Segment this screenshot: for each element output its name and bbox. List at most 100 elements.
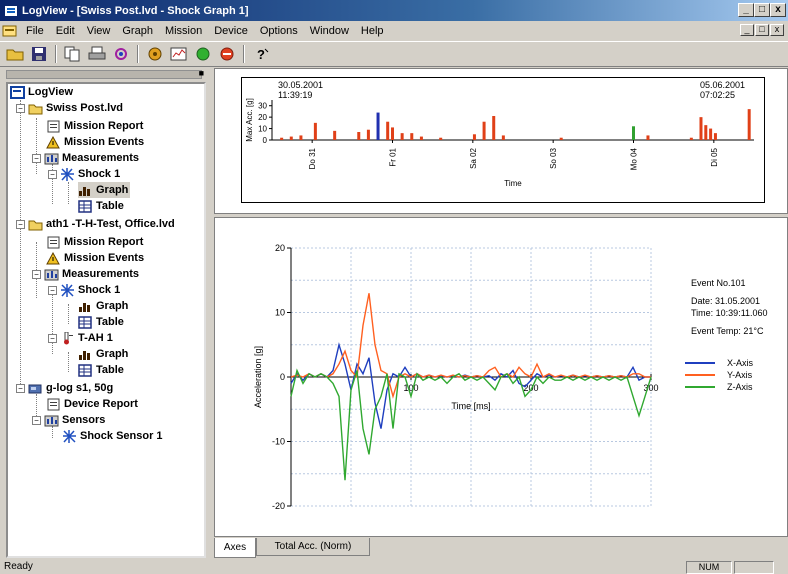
copy-icon[interactable] — [62, 43, 84, 65]
tree-item-graph-selected[interactable]: Graph — [78, 182, 131, 198]
tree-item-mission-report[interactable]: Mission Report — [46, 118, 143, 134]
bar-graph-icon — [78, 348, 93, 361]
tab-axes[interactable]: Axes — [214, 538, 256, 558]
tree-label: Shock 1 — [78, 168, 121, 180]
legend-label-x-axis: X-Axis — [727, 358, 754, 368]
tree-label: Measurements — [62, 268, 140, 280]
tree-pane-close-icon[interactable]: ■ — [198, 68, 204, 78]
tree-pane-header[interactable] — [6, 70, 202, 79]
tree-file-ath1[interactable]: − ath1 -T-H-Test, Office.lvd — [16, 216, 175, 232]
mdi-restore-button[interactable]: □ — [755, 24, 769, 36]
logview-app-icon — [4, 4, 18, 17]
mdi-close-button[interactable]: x — [770, 24, 784, 36]
help-icon[interactable]: ? — [250, 43, 272, 65]
series-line-z-axis — [290, 368, 652, 481]
print-icon[interactable] — [86, 43, 108, 65]
collapse-icon[interactable]: − — [16, 219, 25, 229]
maximize-button[interactable]: □ — [754, 3, 770, 17]
table-icon — [78, 363, 93, 377]
collapse-icon[interactable]: − — [16, 103, 25, 113]
tree-item-table[interactable]: Table — [78, 362, 124, 378]
tree-item-mission-report[interactable]: Mission Report — [46, 234, 143, 250]
tree-label: Graph — [96, 300, 129, 312]
collapse-icon[interactable]: − — [32, 153, 41, 163]
tree-root[interactable]: LogView — [10, 84, 73, 100]
collapse-icon[interactable]: − — [32, 269, 41, 279]
overview-chart[interactable]: 0 10 20 30 Do 31 Fr 01 Sa 02 So 03 Mo 04 Di 05 Tim… — [241, 77, 765, 203]
tree-item-device-report[interactable]: Device Report — [46, 396, 138, 412]
overview-start-time: 11:39:19 — [278, 90, 313, 100]
tree-device-g-log[interactable]: − g-log s1, 50g — [16, 380, 113, 396]
tree-item-measurements[interactable]: − Measurements — [32, 150, 139, 166]
y-tick-label: 10 — [275, 308, 285, 318]
collapse-icon[interactable]: − — [48, 333, 57, 343]
overview-end-time: 07:02:25 — [700, 90, 736, 100]
menu-options[interactable]: Options — [259, 25, 298, 37]
green-circle-icon[interactable] — [192, 43, 214, 65]
close-button[interactable]: x — [770, 3, 786, 17]
overview-y-tick-label: 20 — [258, 113, 267, 122]
collapse-icon[interactable]: − — [48, 169, 57, 179]
x-axis-label: Time [ms] — [451, 401, 490, 411]
collapse-icon[interactable]: − — [32, 415, 41, 425]
tool-icon[interactable] — [110, 43, 132, 65]
overview-bar — [689, 137, 693, 140]
tree-item-table[interactable]: Table — [78, 314, 124, 330]
menu-mission[interactable]: Mission — [164, 25, 203, 37]
tab-total-acc[interactable]: Total Acc. (Norm) — [256, 538, 370, 556]
red-circle-icon[interactable] — [216, 43, 238, 65]
tree-item-measurements[interactable]: − Measurements — [32, 266, 139, 282]
minimize-button[interactable]: _ — [738, 3, 754, 17]
menu-view[interactable]: View — [86, 25, 111, 37]
tree-item-shock-1[interactable]: − Shock 1 — [48, 282, 120, 298]
collapse-icon[interactable]: − — [48, 285, 57, 295]
menu-edit[interactable]: Edit — [55, 25, 75, 37]
collapse-icon[interactable]: − — [16, 383, 25, 393]
sensors-icon — [44, 414, 59, 427]
save-icon[interactable] — [28, 43, 50, 65]
menu-device[interactable]: Device — [214, 25, 248, 37]
open-folder-icon[interactable] — [4, 43, 26, 65]
shock-icon — [60, 167, 75, 181]
pane-splitter[interactable] — [208, 68, 214, 560]
tree-label: Mission Report — [64, 120, 144, 132]
overview-y-label: Max Acc. [g] — [245, 98, 254, 142]
menu-file[interactable]: File — [26, 25, 44, 37]
tree-item-mission-events[interactable]: Mission Events — [46, 134, 144, 150]
tree-item-shock-1[interactable]: − Shock 1 — [48, 166, 120, 182]
bar-graph-icon — [78, 184, 93, 197]
tree-item-t-ah-1[interactable]: − T-AH 1 — [48, 330, 113, 346]
x-tick-label: 200 — [523, 383, 538, 393]
overview-day-label: Sa 02 — [469, 147, 478, 168]
x-tick-label: 100 — [403, 383, 418, 393]
document-icon[interactable] — [2, 24, 18, 38]
legend-label-y-axis: Y-Axis — [727, 370, 753, 380]
tree-item-graph[interactable]: Graph — [78, 346, 128, 362]
overview-bar — [400, 133, 404, 140]
overview-chart-svg: 0 10 20 30 Do 31 Fr 01 Sa 02 So 03 Mo 04 Di 05 Tim… — [245, 98, 754, 188]
overview-bar — [419, 136, 423, 140]
table-icon — [78, 199, 93, 213]
overview-bar — [366, 129, 370, 140]
tree-item-graph[interactable]: Graph — [78, 298, 128, 314]
tree-item-sensors[interactable]: − Sensors — [32, 412, 105, 428]
title-bar[interactable]: LogView - [Swiss Post.lvd - Shock Graph … — [0, 0, 788, 21]
tree-file-swiss-post[interactable]: − Swiss Post.lvd — [16, 100, 123, 116]
status-bar: Ready NUM — [0, 561, 788, 574]
target-icon[interactable] — [144, 43, 166, 65]
mdi-minimize-button[interactable]: _ — [740, 24, 754, 36]
tree-item-table[interactable]: Table — [78, 198, 124, 214]
tree-item-mission-events[interactable]: Mission Events — [46, 250, 144, 266]
graph-icon[interactable] — [168, 43, 190, 65]
overview-x-label: Time — [504, 179, 522, 188]
graph-pane: 0 10 20 30 Do 31 Fr 01 Sa 02 So 03 Mo 04 Di 05 Tim… — [214, 68, 788, 560]
menu-graph[interactable]: Graph — [122, 25, 153, 37]
table-icon — [78, 315, 93, 329]
menu-window[interactable]: Window — [309, 25, 349, 37]
measurements-icon — [44, 268, 59, 281]
menu-bar: File Edit View Graph Mission Device Opti… — [0, 21, 788, 41]
menu-help[interactable]: Help — [360, 25, 384, 37]
overview-day-label: Mo 04 — [630, 147, 639, 170]
tree-item-shock-sensor-1[interactable]: Shock Sensor 1 — [62, 428, 163, 444]
